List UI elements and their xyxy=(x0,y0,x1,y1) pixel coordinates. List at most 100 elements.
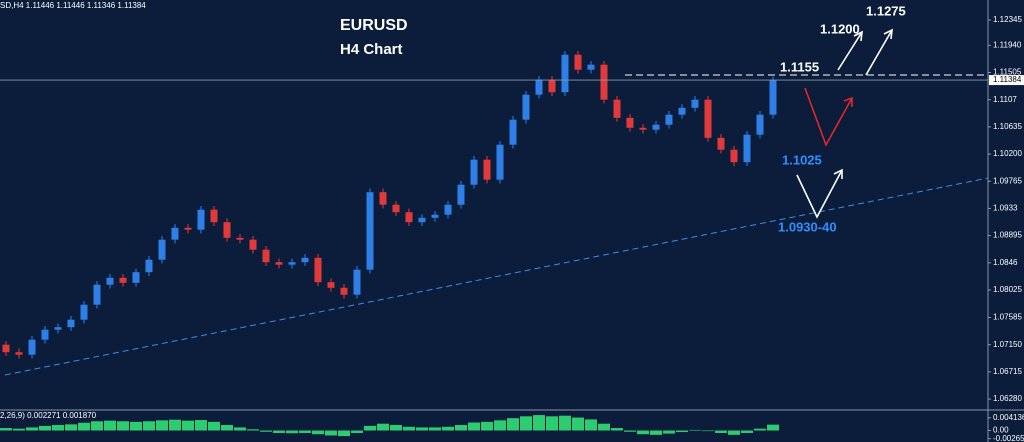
histogram-bar xyxy=(338,430,350,437)
header: SD,H4 1.11446 1.11446 1.11346 1.11384 xyxy=(0,1,146,10)
candle-body xyxy=(288,262,296,265)
histogram-bar xyxy=(221,424,233,431)
candle-body xyxy=(15,352,23,355)
histogram-bar xyxy=(65,424,77,431)
histogram-bar xyxy=(416,427,428,431)
annotation: 1.1155 xyxy=(780,59,819,74)
annotation: 1.1275 xyxy=(866,3,906,18)
histogram-bar xyxy=(91,421,103,431)
y-tick-label: 1.08895 xyxy=(993,231,1022,240)
candle-body xyxy=(301,257,309,263)
y-tick-label: 0.00 xyxy=(993,426,1009,435)
candle-body xyxy=(600,64,608,100)
candle-body xyxy=(249,239,257,250)
histogram-bar xyxy=(13,428,25,431)
histogram-bar xyxy=(624,430,636,432)
candle-body xyxy=(678,107,686,115)
candle-body xyxy=(509,119,517,145)
candle-body xyxy=(769,80,777,115)
histogram-bar xyxy=(130,421,142,431)
histogram-bar xyxy=(572,417,584,431)
y-tick-label: 1.11505 xyxy=(993,68,1022,77)
histogram-bar xyxy=(520,416,532,431)
histogram-bar xyxy=(598,423,610,431)
candle-body xyxy=(223,222,231,238)
histogram-bar xyxy=(455,424,467,431)
annotation: 1.1200 xyxy=(820,21,860,36)
histogram-bar xyxy=(247,429,259,431)
candle-body xyxy=(548,79,556,93)
histogram-bar xyxy=(299,430,311,433)
candle-body xyxy=(379,192,387,205)
candle-body xyxy=(717,137,725,150)
candle-body xyxy=(262,249,270,263)
histogram-bar xyxy=(481,421,493,431)
histogram-bar xyxy=(702,430,714,432)
candle-body xyxy=(340,287,348,295)
histogram-bar xyxy=(143,421,155,431)
y-tick-label: 1.07150 xyxy=(993,340,1022,349)
candle-body xyxy=(704,99,712,138)
y-tick-label: 1.06280 xyxy=(993,394,1022,403)
histogram-bar xyxy=(0,428,12,431)
histogram-bar xyxy=(741,430,753,433)
candle-body xyxy=(314,257,322,283)
histogram-bar xyxy=(494,420,506,431)
trendline xyxy=(4,177,989,376)
candle-body xyxy=(730,149,738,163)
candle-body xyxy=(184,227,192,230)
histogram-bar xyxy=(767,424,779,431)
candle-body xyxy=(392,204,400,213)
candle-body xyxy=(431,214,439,218)
histogram-bar xyxy=(676,430,688,433)
y-tick-label: 1.1107 xyxy=(993,95,1017,104)
candle-body xyxy=(171,227,179,240)
histogram-bar xyxy=(728,430,740,435)
last-price-label: 1.11384 xyxy=(993,75,1022,84)
histogram-bar xyxy=(403,426,415,431)
candle-body xyxy=(210,209,218,223)
histogram-bar xyxy=(637,430,649,435)
candle-body xyxy=(587,64,595,70)
candle-body xyxy=(470,159,478,185)
candle-body xyxy=(483,159,491,180)
chart-title: EURUSD xyxy=(340,17,408,34)
candle-body xyxy=(2,344,10,353)
histogram-bar xyxy=(156,420,168,431)
candle-body xyxy=(457,184,465,205)
candle-body xyxy=(535,79,543,95)
candle-body xyxy=(93,284,101,305)
histogram-bar xyxy=(468,422,480,431)
candle-body xyxy=(353,269,361,295)
candle-body xyxy=(366,192,374,270)
histogram-bar xyxy=(351,430,363,433)
histogram-bar xyxy=(208,421,220,431)
last-price-box xyxy=(989,75,1024,86)
candle-body xyxy=(80,304,88,320)
histogram-bar xyxy=(507,418,519,431)
histogram-bar xyxy=(533,415,545,431)
y-tick-label: 1.10200 xyxy=(993,149,1022,158)
candle-body xyxy=(119,277,127,283)
histogram-bar xyxy=(442,426,454,431)
histogram-bar xyxy=(117,421,129,431)
y-tick-label: 1.07585 xyxy=(993,313,1022,322)
chart-subtitle: H4 Chart xyxy=(340,41,403,58)
y-tick-label: 0.004136 xyxy=(993,413,1024,422)
candle-body xyxy=(106,277,114,285)
candle-body xyxy=(54,327,62,330)
histogram-bar xyxy=(650,430,662,435)
y-tick-label: 1.12345 xyxy=(993,15,1022,24)
histogram-bar xyxy=(715,430,727,433)
annotation: 1.0930-40 xyxy=(778,219,837,234)
histogram-bar xyxy=(104,420,116,431)
candle-body xyxy=(496,144,504,180)
y-tick-label: 1.0933 xyxy=(993,204,1018,213)
histogram-bar xyxy=(377,423,389,431)
histogram-bar xyxy=(689,429,701,431)
histogram-bar xyxy=(325,430,337,436)
histogram-bar xyxy=(39,425,51,431)
histogram-bar xyxy=(234,427,246,431)
